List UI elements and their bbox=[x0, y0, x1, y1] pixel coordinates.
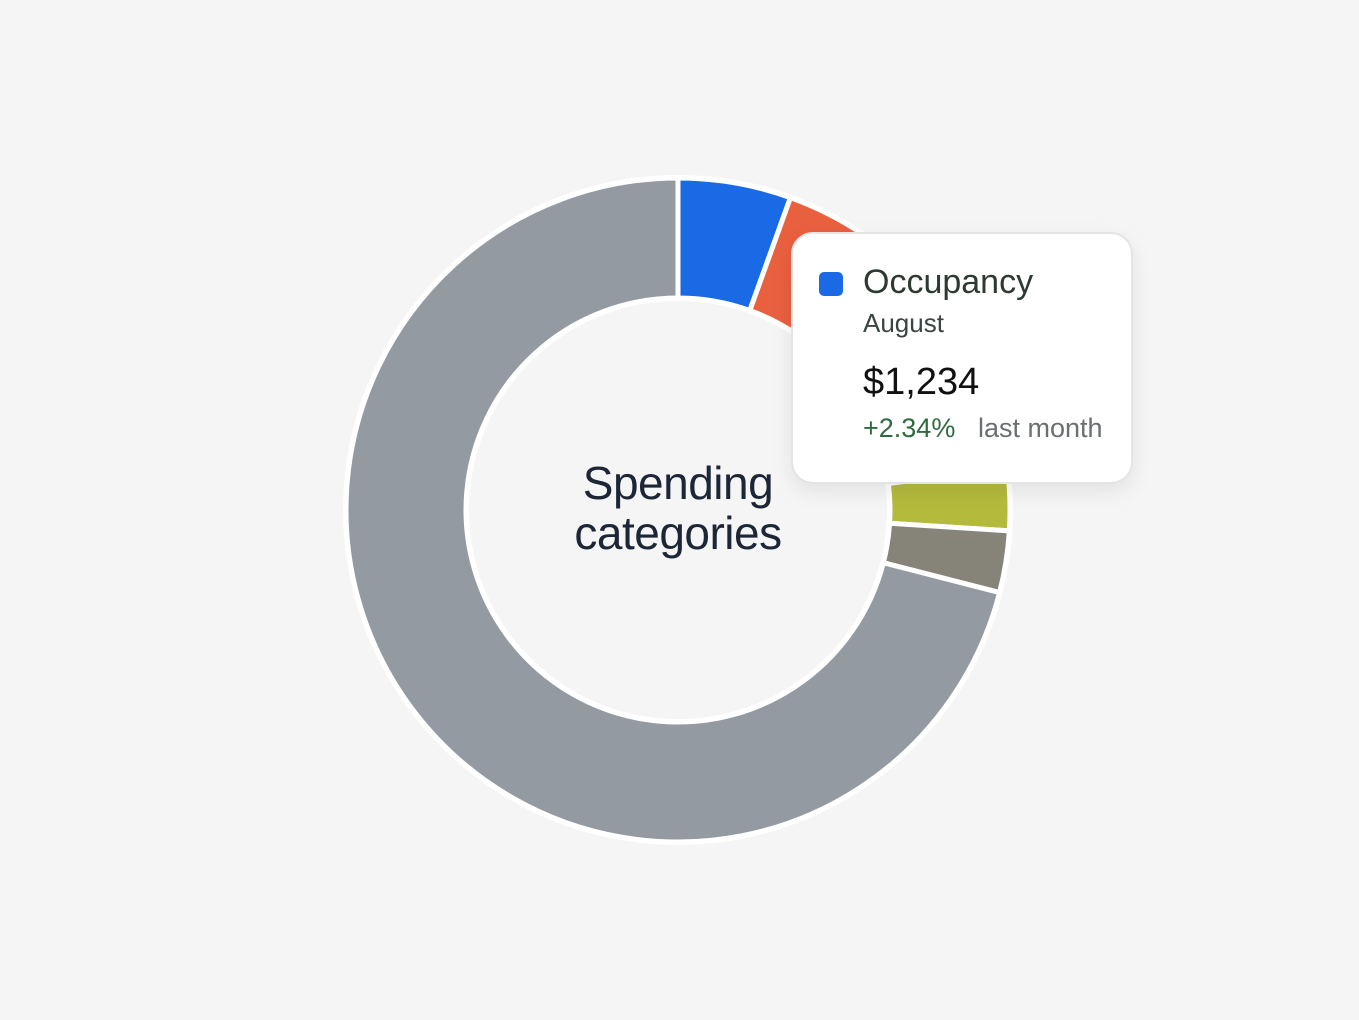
tooltip-period: August bbox=[863, 308, 944, 338]
tooltip-category: Occupancy bbox=[863, 263, 1034, 301]
center-label-line-2: categories bbox=[574, 507, 782, 559]
donut-slice[interactable] bbox=[343, 175, 1003, 845]
tooltip-change: +2.34% bbox=[863, 413, 956, 443]
center-label-line-1: Spending bbox=[582, 457, 774, 509]
donut-hole bbox=[469, 301, 887, 719]
donut-center-label: Spending categories bbox=[478, 458, 878, 558]
tooltip-value: $1,234 bbox=[863, 361, 980, 403]
legend-swatch-icon bbox=[819, 272, 843, 296]
chart-tooltip: Occupancy August $1,234 +2.34% last mont… bbox=[791, 232, 1133, 484]
tooltip-change-label: last month bbox=[978, 413, 1103, 443]
